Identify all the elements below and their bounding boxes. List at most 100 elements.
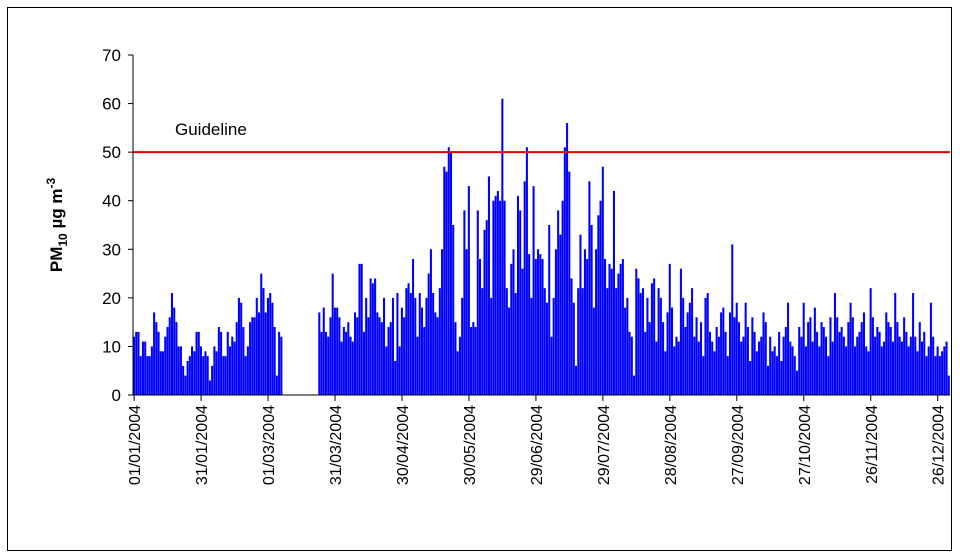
- bar: [278, 331, 281, 395]
- bar: [764, 322, 767, 395]
- bar: [905, 331, 908, 395]
- bar: [199, 346, 203, 395]
- bar: [784, 327, 787, 395]
- bar: [773, 346, 776, 395]
- bar: [403, 317, 406, 395]
- bar: [184, 375, 187, 395]
- bar: [664, 351, 667, 395]
- bar: [869, 288, 872, 395]
- bar: [737, 322, 740, 395]
- bar: [887, 322, 890, 395]
- bar: [133, 336, 136, 395]
- bar: [202, 356, 205, 395]
- bar: [429, 249, 432, 395]
- y-label-sub: 10: [56, 233, 70, 247]
- bar: [871, 317, 874, 395]
- bar: [371, 283, 374, 395]
- bar: [782, 336, 785, 395]
- bar: [849, 302, 852, 395]
- bar: [907, 346, 910, 395]
- bar: [711, 341, 714, 395]
- y-axis-label: PM10 µg m-3: [44, 178, 70, 273]
- bar: [914, 336, 917, 395]
- bar: [191, 346, 194, 395]
- bar: [724, 331, 727, 395]
- bar: [579, 234, 582, 395]
- bar: [208, 380, 211, 395]
- bar: [170, 293, 174, 395]
- bar: [159, 351, 162, 395]
- bar: [612, 191, 615, 395]
- bar: [655, 341, 658, 395]
- bar: [726, 356, 729, 395]
- bar: [512, 249, 515, 395]
- bar: [851, 317, 854, 395]
- bar: [941, 351, 944, 395]
- bar: [713, 351, 716, 395]
- bar: [880, 346, 883, 395]
- bar: [771, 351, 774, 395]
- bar: [496, 191, 499, 395]
- bar: [383, 297, 386, 395]
- bar: [148, 356, 151, 395]
- bar: [193, 351, 196, 395]
- bar: [947, 375, 950, 395]
- bar: [188, 356, 191, 395]
- bar: [597, 215, 600, 395]
- bar: [731, 244, 734, 395]
- bar: [242, 327, 245, 395]
- bar: [398, 346, 401, 395]
- bar: [758, 341, 761, 395]
- bar: [447, 147, 450, 395]
- bar: [909, 336, 912, 395]
- bar: [648, 322, 651, 395]
- bar: [333, 307, 336, 395]
- bar: [452, 225, 455, 395]
- bar: [436, 317, 439, 395]
- bar: [461, 297, 464, 395]
- x-tick-label: 28/08/2004: [663, 405, 680, 485]
- bar: [657, 288, 660, 395]
- bar: [592, 307, 595, 395]
- bar: [258, 312, 261, 395]
- bar: [780, 361, 783, 395]
- bar: [934, 356, 937, 395]
- bar: [226, 331, 229, 395]
- bar: [485, 220, 488, 395]
- bar: [753, 331, 756, 395]
- bar: [539, 254, 542, 395]
- bar: [610, 268, 613, 395]
- bar: [470, 327, 473, 395]
- y-label-main: PM: [47, 247, 66, 273]
- bar: [923, 331, 926, 395]
- bar: [153, 312, 156, 395]
- bar: [601, 166, 604, 395]
- bar: [396, 293, 399, 395]
- bar: [842, 336, 845, 395]
- bar: [778, 331, 781, 395]
- bar: [943, 346, 946, 395]
- bar: [816, 331, 819, 395]
- bar: [505, 288, 508, 395]
- bar: [679, 268, 682, 395]
- bar: [146, 356, 149, 395]
- bar: [635, 268, 638, 395]
- bar: [639, 293, 642, 395]
- bar: [677, 341, 680, 395]
- bar: [619, 263, 622, 395]
- bar: [860, 322, 863, 395]
- bar: [554, 249, 557, 395]
- y-tick-label: 40: [102, 192, 121, 211]
- bar: [329, 317, 332, 395]
- bar: [175, 322, 178, 395]
- bar: [659, 297, 662, 395]
- bar: [704, 297, 707, 395]
- bar: [215, 351, 218, 395]
- bar: [162, 351, 165, 395]
- bar: [467, 186, 470, 395]
- bar: [224, 356, 227, 395]
- bar: [275, 375, 278, 395]
- bar: [423, 327, 426, 395]
- bar: [179, 346, 182, 395]
- bar: [617, 273, 620, 395]
